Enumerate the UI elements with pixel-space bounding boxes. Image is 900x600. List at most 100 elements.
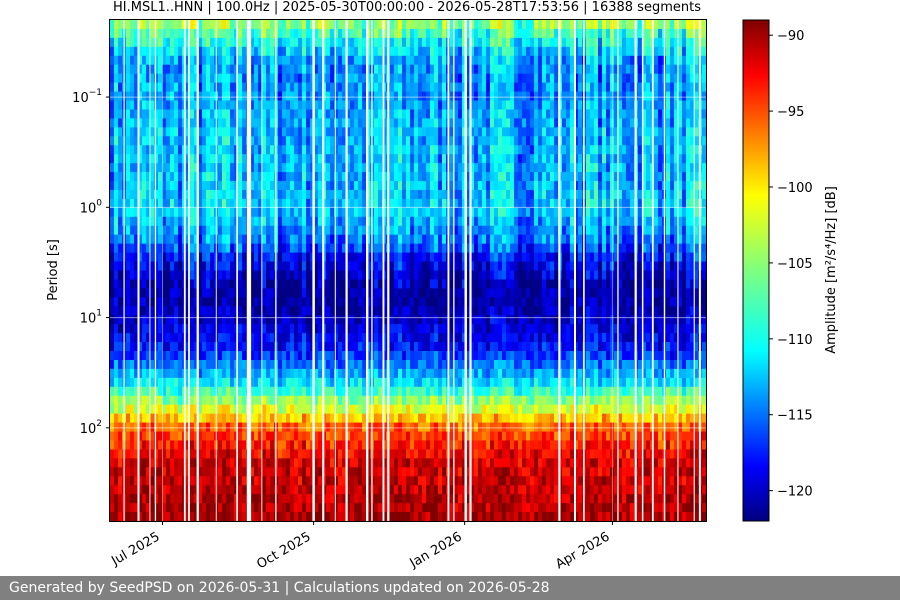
heatmap-cell bbox=[318, 288, 323, 298]
heatmap-cell bbox=[550, 73, 555, 84]
heatmap-cell bbox=[694, 46, 699, 57]
heatmap-cell bbox=[254, 82, 259, 93]
heatmap-cell bbox=[330, 91, 335, 102]
heatmap-cell bbox=[378, 288, 383, 298]
heatmap-cell bbox=[314, 225, 319, 236]
heatmap-cell bbox=[486, 234, 491, 245]
heatmap-cell bbox=[598, 28, 603, 39]
heatmap-cell bbox=[702, 279, 707, 289]
heatmap-cell bbox=[326, 46, 331, 57]
heatmap-cell bbox=[210, 46, 215, 57]
heatmap-cell bbox=[358, 225, 363, 236]
heatmap-cell bbox=[286, 82, 291, 93]
heatmap-cell bbox=[266, 216, 271, 227]
heatmap-cell bbox=[654, 20, 659, 30]
heatmap-cell bbox=[514, 109, 519, 120]
heatmap-cell bbox=[318, 46, 323, 57]
heatmap-cell bbox=[498, 37, 503, 48]
heatmap-cell bbox=[162, 225, 167, 236]
heatmap-cell bbox=[354, 64, 359, 75]
heatmap-cell bbox=[330, 270, 335, 281]
heatmap-cell bbox=[682, 109, 687, 120]
heatmap-cell bbox=[222, 46, 227, 57]
heatmap-cell bbox=[170, 243, 175, 254]
heatmap-cell bbox=[614, 288, 619, 298]
heatmap-cell bbox=[158, 109, 163, 120]
heatmap-cell bbox=[534, 136, 539, 146]
heatmap-cell bbox=[466, 46, 471, 57]
heatmap-cell bbox=[702, 243, 707, 254]
heatmap-cell bbox=[530, 154, 535, 164]
heatmap-cell bbox=[578, 37, 583, 48]
heatmap-cell bbox=[626, 82, 631, 93]
heatmap-cell bbox=[434, 136, 439, 146]
heatmap-cell bbox=[598, 64, 603, 75]
heatmap-cell bbox=[470, 252, 475, 263]
heatmap-cell bbox=[474, 82, 479, 93]
heatmap-cell bbox=[518, 172, 523, 182]
heatmap-cell bbox=[422, 252, 427, 263]
heatmap-cell bbox=[454, 55, 459, 66]
heatmap-cell bbox=[602, 270, 607, 281]
heatmap-cell bbox=[398, 225, 403, 236]
heatmap-cell bbox=[294, 100, 299, 111]
heatmap-cell bbox=[378, 154, 383, 164]
heatmap-cell bbox=[194, 136, 199, 146]
heatmap-cell bbox=[526, 145, 531, 155]
heatmap-cell bbox=[226, 82, 231, 93]
heatmap-cell bbox=[618, 225, 623, 236]
heatmap-cell bbox=[134, 82, 139, 93]
heatmap-cell bbox=[598, 20, 603, 30]
heatmap-cell bbox=[302, 109, 307, 120]
heatmap-cell bbox=[642, 297, 647, 307]
heatmap-cell bbox=[426, 306, 431, 316]
heatmap-cell bbox=[358, 55, 363, 66]
heatmap-cell bbox=[126, 154, 131, 164]
heatmap-cell bbox=[510, 109, 515, 120]
heatmap-cell bbox=[290, 252, 295, 263]
heatmap-cell bbox=[362, 225, 367, 236]
heatmap-cell bbox=[166, 37, 171, 48]
heatmap-cell bbox=[658, 64, 663, 75]
heatmap-cell bbox=[590, 109, 595, 120]
heatmap-cell bbox=[574, 82, 579, 93]
heatmap-cell bbox=[126, 279, 131, 289]
heatmap-cell bbox=[642, 55, 647, 66]
heatmap-cell bbox=[538, 279, 543, 289]
heatmap-cell bbox=[410, 261, 415, 272]
heatmap-cell bbox=[542, 64, 547, 75]
heatmap-cell bbox=[654, 145, 659, 155]
heatmap-cell bbox=[550, 145, 555, 155]
heatmap-cell bbox=[278, 145, 283, 155]
heatmap-cell bbox=[614, 127, 619, 137]
heatmap-cell bbox=[586, 306, 591, 316]
heatmap-cell bbox=[642, 20, 647, 30]
heatmap-cell bbox=[294, 118, 299, 128]
heatmap-cell bbox=[542, 109, 547, 120]
heatmap-cell bbox=[422, 118, 427, 128]
heatmap-cell bbox=[538, 28, 543, 39]
heatmap-cell bbox=[270, 55, 275, 66]
heatmap-cell bbox=[666, 306, 671, 316]
heatmap-cell bbox=[670, 64, 675, 75]
heatmap-cell bbox=[170, 100, 175, 111]
heatmap-cell bbox=[522, 172, 527, 182]
heatmap-cell bbox=[394, 163, 399, 173]
heatmap-cell bbox=[666, 73, 671, 84]
heatmap-cell bbox=[162, 252, 167, 263]
heatmap-cell bbox=[682, 154, 687, 164]
heatmap-cell bbox=[510, 270, 515, 281]
heatmap-cell bbox=[166, 145, 171, 155]
heatmap-cell bbox=[198, 55, 203, 66]
heatmap-cell bbox=[514, 172, 519, 182]
heatmap-cell bbox=[282, 37, 287, 48]
heatmap-cell bbox=[678, 216, 683, 227]
heatmap-cell bbox=[410, 163, 415, 173]
heatmap-cell bbox=[402, 55, 407, 66]
heatmap-cell bbox=[482, 163, 487, 173]
heatmap-cell bbox=[346, 163, 351, 173]
heatmap-cell bbox=[282, 279, 287, 289]
heatmap-cell bbox=[694, 306, 699, 316]
heatmap-cell bbox=[330, 252, 335, 263]
heatmap-cell bbox=[550, 288, 555, 298]
